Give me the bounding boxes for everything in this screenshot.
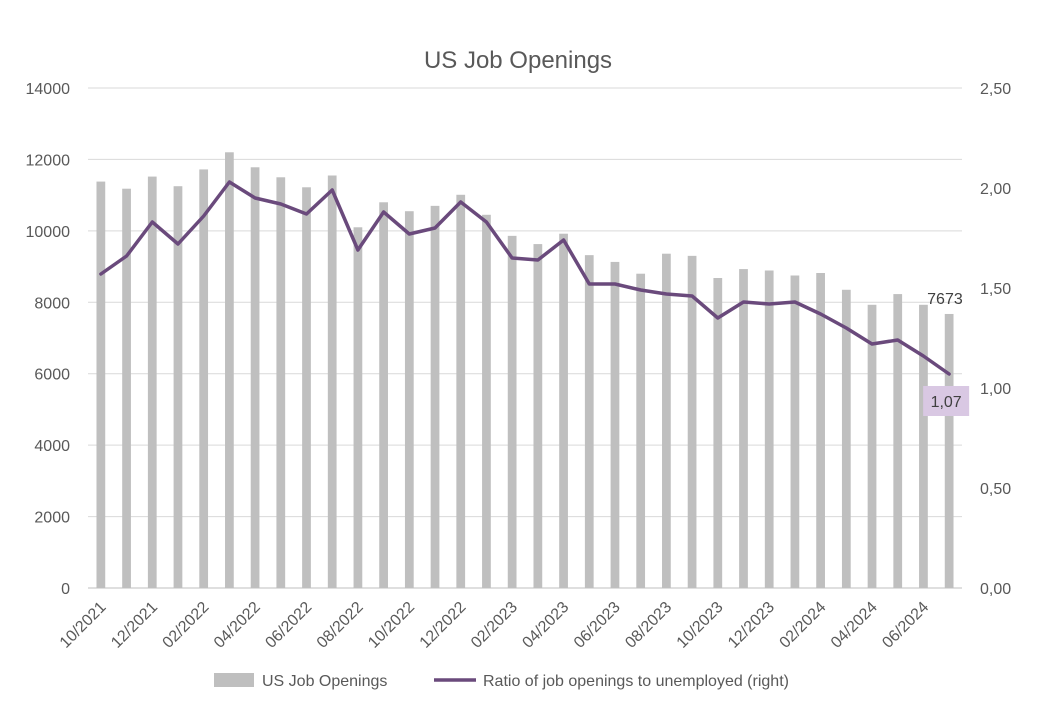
bar <box>379 202 388 588</box>
x-tick-label: 02/2022 <box>160 599 213 652</box>
x-tick-label: 10/2021 <box>57 599 110 652</box>
right-tick-label: 2,50 <box>980 81 1011 98</box>
bar <box>328 176 337 589</box>
x-tick-label: 08/2022 <box>314 599 367 652</box>
bar <box>148 177 157 588</box>
left-tick-label: 0 <box>61 581 70 598</box>
bar <box>96 182 105 588</box>
left-tick-label: 2000 <box>34 510 70 527</box>
x-tick-label: 04/2024 <box>828 599 881 652</box>
bar <box>533 244 542 588</box>
left-tick-label: 6000 <box>34 367 70 384</box>
x-tick-label: 12/2021 <box>108 599 161 652</box>
bar <box>456 195 465 588</box>
x-tick-label: 10/2022 <box>365 599 418 652</box>
bar <box>302 187 311 588</box>
bar <box>225 152 234 588</box>
bar <box>816 273 825 588</box>
bar <box>739 269 748 588</box>
x-tick-label: 02/2023 <box>468 599 521 652</box>
gridlines <box>88 88 962 588</box>
left-tick-label: 14000 <box>26 81 71 98</box>
bar <box>174 186 183 588</box>
bar <box>508 236 517 588</box>
x-tick-label: 12/2023 <box>725 599 778 652</box>
last-ratio-label: 1,07 <box>931 394 962 411</box>
legend-swatch-bars <box>214 673 254 687</box>
chart-title: US Job Openings <box>424 47 612 74</box>
x-tick-label: 04/2023 <box>519 599 572 652</box>
x-tick-label: 02/2024 <box>777 599 830 652</box>
legend-label-bars: US Job Openings <box>262 673 387 690</box>
bar <box>482 215 491 588</box>
legend: US Job Openings Ratio of job openings to … <box>214 673 789 690</box>
bar <box>791 276 800 589</box>
x-tick-label: 12/2022 <box>417 599 470 652</box>
x-tick-label: 06/2023 <box>571 599 624 652</box>
right-tick-label: 2,00 <box>980 181 1011 198</box>
bar <box>919 305 928 588</box>
x-tick-label: 06/2024 <box>879 599 932 652</box>
bar <box>765 271 774 589</box>
bar <box>611 262 620 588</box>
bar <box>122 189 131 588</box>
right-tick-label: 1,50 <box>980 281 1011 298</box>
left-tick-label: 10000 <box>26 224 71 241</box>
right-tick-label: 0,00 <box>980 581 1011 598</box>
right-tick-label: 1,00 <box>980 381 1011 398</box>
bar <box>431 206 440 588</box>
bar <box>945 314 954 588</box>
left-tick-label: 4000 <box>34 438 70 455</box>
bar <box>559 234 568 588</box>
x-tick-label: 04/2022 <box>211 599 264 652</box>
left-tick-label: 8000 <box>34 295 70 312</box>
bar <box>868 305 877 588</box>
bars-series <box>96 152 953 588</box>
bar <box>636 274 645 588</box>
x-tick-label: 10/2023 <box>674 599 727 652</box>
bar <box>251 167 260 588</box>
bar <box>354 227 363 588</box>
right-axis: 0,00 0,50 1,00 1,50 2,00 2,50 <box>980 81 1011 598</box>
bar <box>276 177 285 588</box>
x-tick-label: 06/2022 <box>262 599 315 652</box>
bar <box>662 254 671 588</box>
bar <box>405 211 414 588</box>
left-tick-label: 12000 <box>26 152 71 169</box>
x-axis: 10/202112/202102/202204/202206/202208/20… <box>57 599 933 652</box>
bar <box>713 278 722 588</box>
left-axis: 0 2000 4000 6000 8000 10000 12000 14000 <box>26 81 71 598</box>
x-tick-label: 08/2023 <box>622 599 675 652</box>
bar <box>199 169 208 588</box>
legend-label-line: Ratio of job openings to unemployed (rig… <box>483 673 789 690</box>
bar <box>585 255 594 588</box>
last-bar-label: 7673 <box>927 291 963 308</box>
bar <box>893 294 902 588</box>
bar <box>842 290 851 588</box>
right-tick-label: 0,50 <box>980 481 1011 498</box>
bar <box>688 256 697 588</box>
